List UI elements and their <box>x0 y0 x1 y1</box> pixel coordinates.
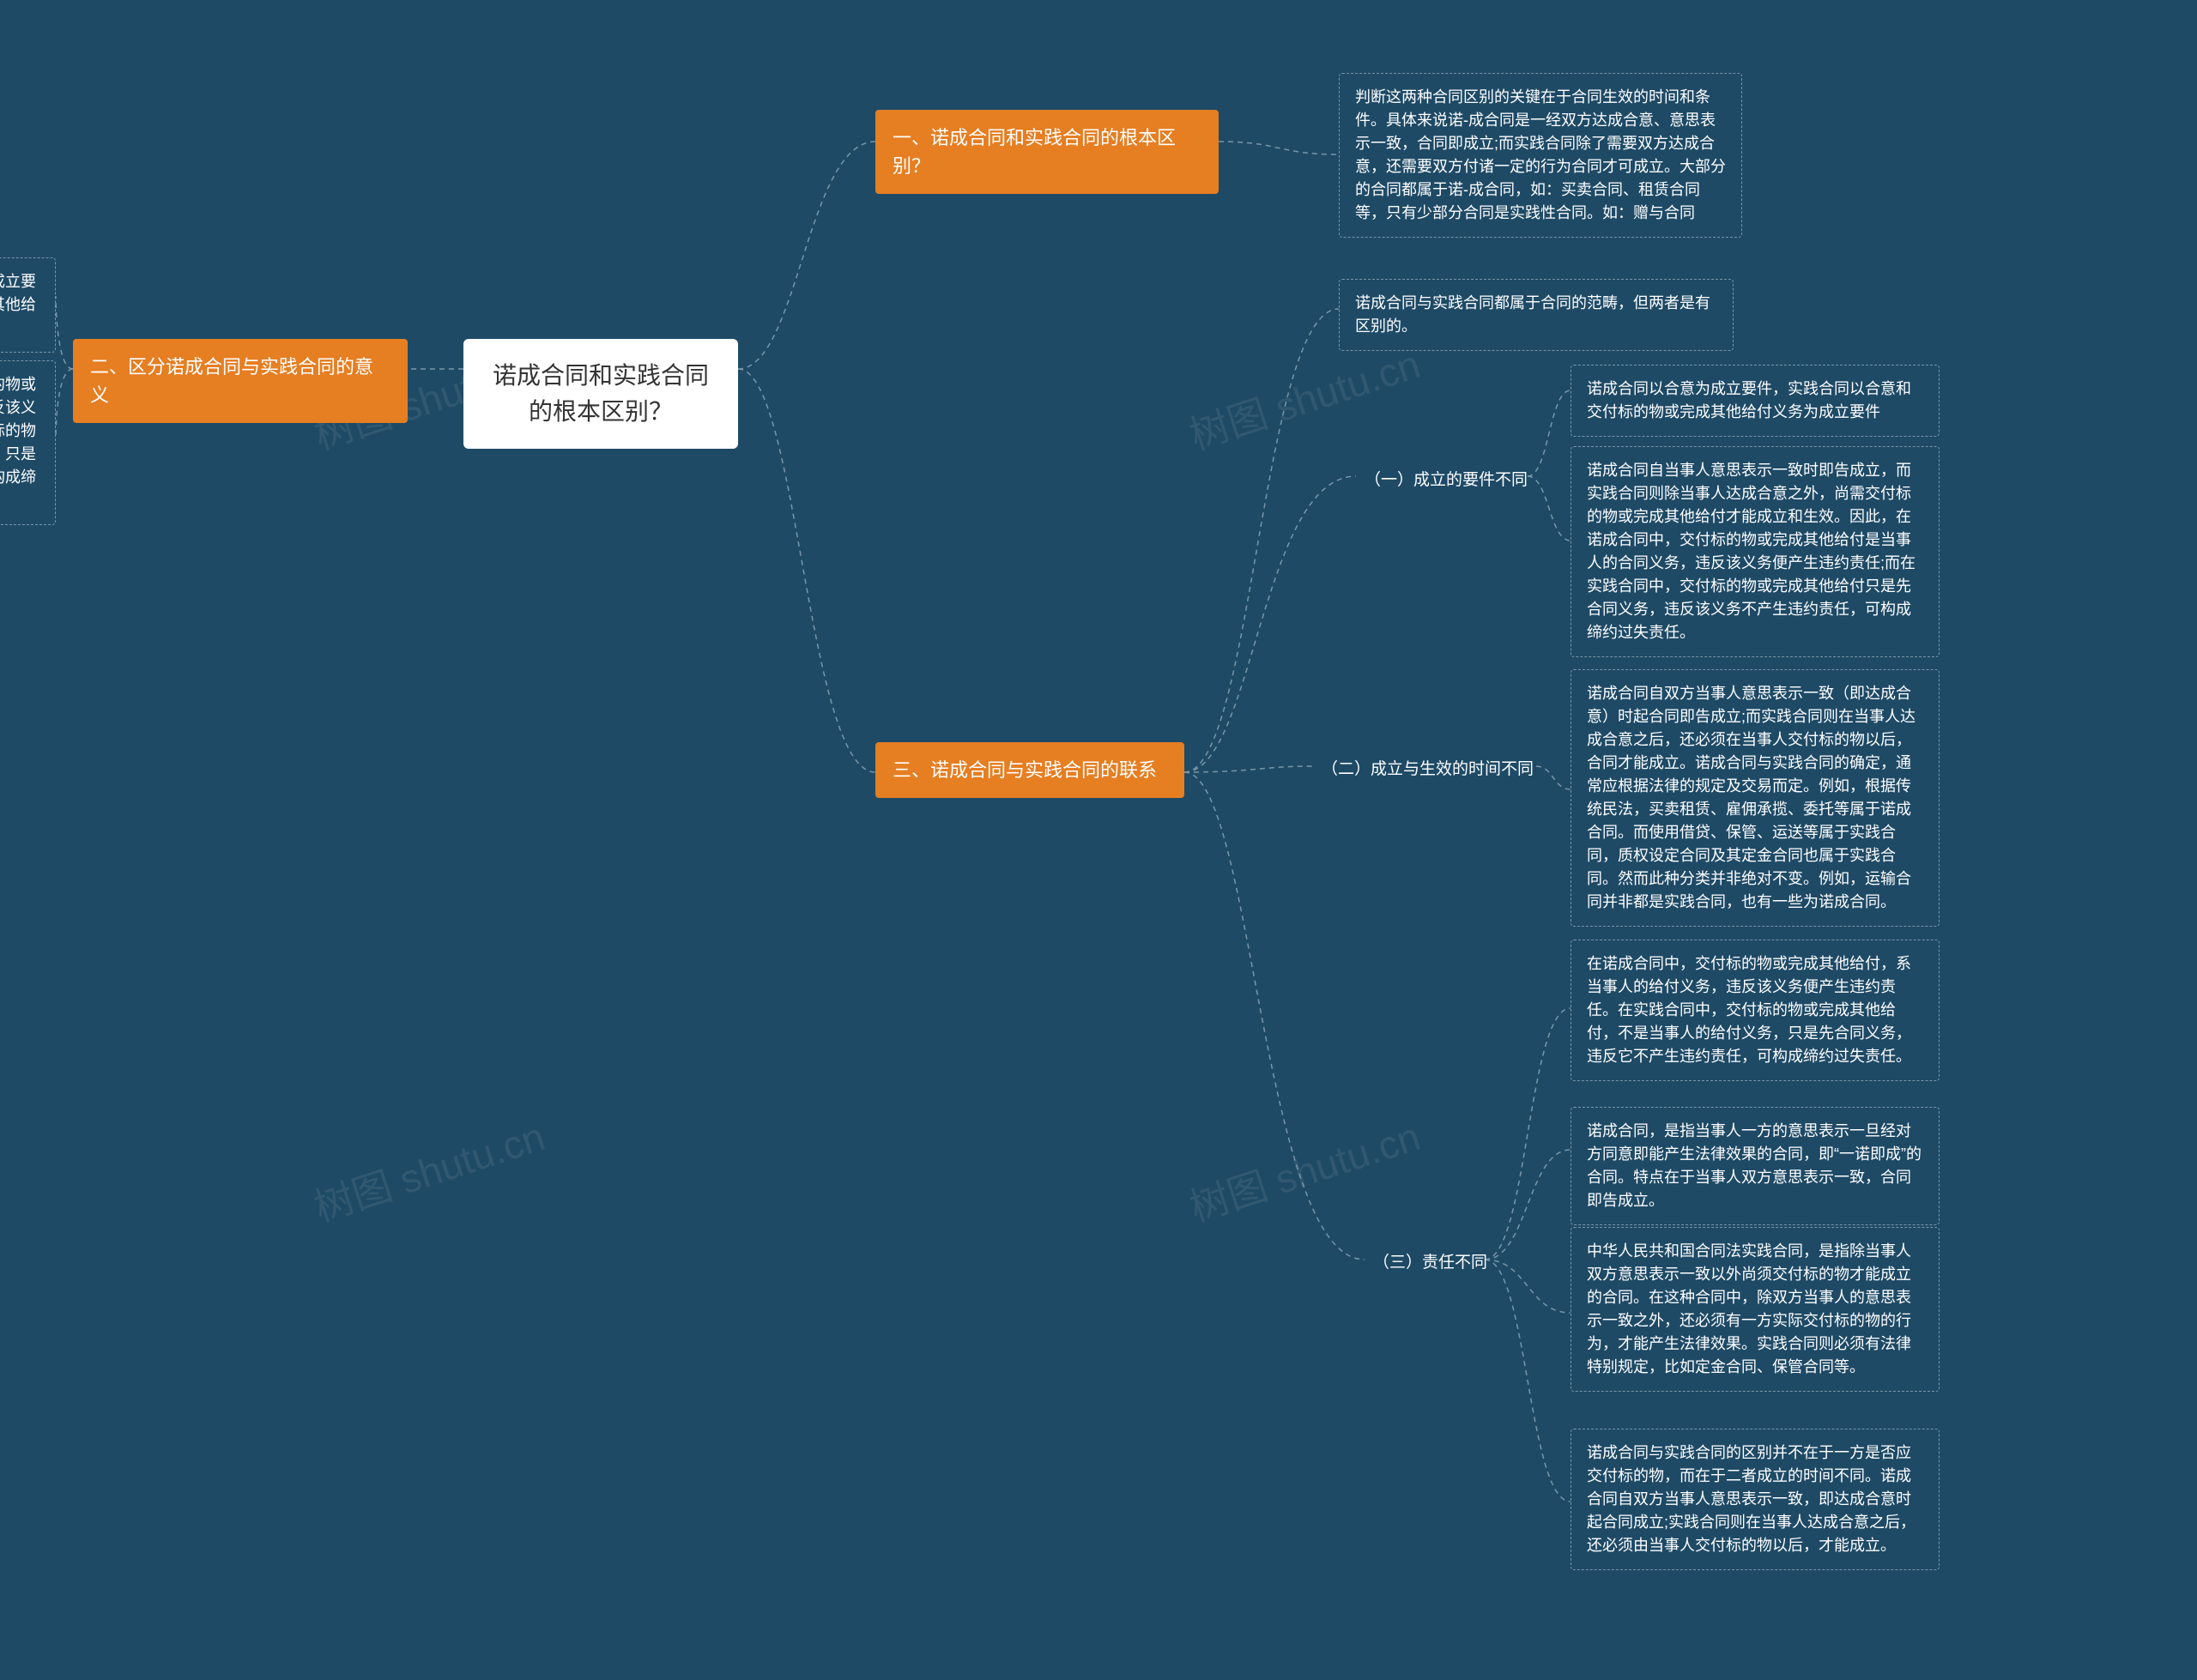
leaf-b2-1[interactable]: （一）成立要件不同。诺成合同以合意为成立要件，实践合同以合意和交付标的物或完成其… <box>0 257 56 353</box>
leaf-s3-2[interactable]: 诺成合同，是指当事人一方的意思表示一旦经对方同意即能产生法律效果的合同，即“一诺… <box>1571 1107 1940 1225</box>
connector <box>56 369 73 438</box>
watermark: 树图 shutu.cn <box>1182 1106 1426 1234</box>
branch-2[interactable]: 二、区分诺成合同与实践合同的意义 <box>73 339 408 423</box>
branch-1[interactable]: 一、诺成合同和实践合同的根本区别？ <box>875 110 1219 194</box>
connector <box>1485 1150 1571 1260</box>
connector <box>738 142 875 369</box>
leaf-b1-1[interactable]: 判断这两种合同区别的关键在于合同生效的时间和条件。具体来说诺-成合同是一经双方达… <box>1339 73 1742 238</box>
center-node[interactable]: 诺成合同和实践合同的根本区别？ <box>463 339 738 449</box>
leaf-b3-intro[interactable]: 诺成合同与实践合同都属于合同的范畴，但两者是有区别的。 <box>1339 279 1734 351</box>
connector <box>1184 476 1356 772</box>
leaf-b2-2[interactable]: （二）责任不同。在诺成合同中，交付标的物或完成其他给付，系当事人的给付义务，违反… <box>0 360 56 525</box>
connector <box>1184 766 1313 772</box>
leaf-s1-1[interactable]: 诺成合同以合意为成立要件，实践合同以合意和交付标的物或完成其他给付义务为成立要件 <box>1571 365 1940 437</box>
sub-3-label[interactable]: （三）责任不同 <box>1365 1244 1496 1283</box>
branch-3[interactable]: 三、诺成合同与实践合同的联系 <box>875 742 1184 798</box>
connector <box>1184 772 1365 1260</box>
leaf-s3-4[interactable]: 诺成合同与实践合同的区别并不在于一方是否应交付标的物，而在于二者成立的时间不同。… <box>1571 1429 1940 1570</box>
connector <box>1485 1260 1571 1502</box>
watermark: 树图 shutu.cn <box>1182 334 1426 462</box>
connector <box>1184 309 1339 772</box>
leaf-s3-3[interactable]: 中华人民共和国合同法实践合同，是指除当事人双方意思表示一致以外尚须交付标的物才能… <box>1571 1227 1940 1392</box>
connector <box>1485 1260 1571 1313</box>
watermark: 树图 shutu.cn <box>306 1106 551 1234</box>
connector <box>738 369 875 772</box>
leaf-s2-1[interactable]: 诺成合同自双方当事人意思表示一致（即达成合意）时起合同即告成立;而实践合同则在当… <box>1571 669 1940 927</box>
sub-1-label[interactable]: （一）成立的要件不同 <box>1356 462 1536 500</box>
connector <box>56 296 73 369</box>
leaf-s1-2[interactable]: 诺成合同自当事人意思表示一致时即告成立，而实践合同则除当事人达成合意之外，尚需交… <box>1571 446 1940 657</box>
sub-2-label[interactable]: （二）成立与生效的时间不同 <box>1313 751 1542 789</box>
leaf-s3-1[interactable]: 在诺成合同中，交付标的物或完成其他给付，系当事人的给付义务，违反该义务便产生违约… <box>1571 940 1940 1081</box>
connector <box>1219 142 1339 154</box>
connector <box>1485 1008 1571 1260</box>
